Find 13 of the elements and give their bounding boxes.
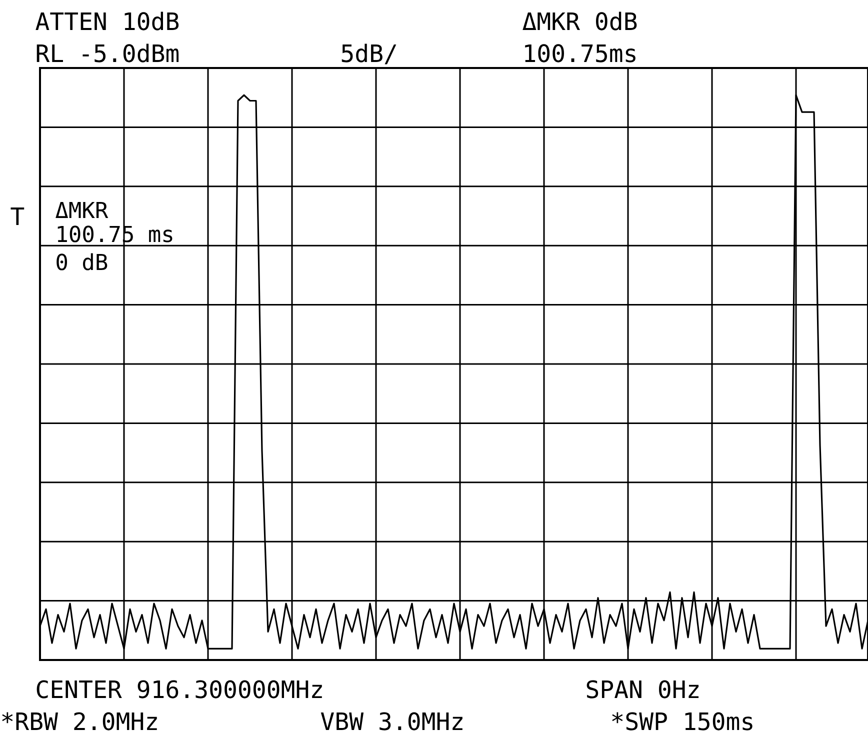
text: *SWP 150ms <box>612 712 752 730</box>
text: ATTEN 10dB <box>36 12 179 30</box>
text: RL -5.0dBm <box>36 44 179 62</box>
text: VBW 3.0MHz <box>320 712 462 730</box>
text: 100.75ms <box>525 44 636 62</box>
text: 5dB/ <box>342 44 396 64</box>
text: SPAN 0Hz <box>586 680 699 698</box>
text: *RBW 2.0MHz <box>2 712 157 730</box>
annotation: 0 dB <box>56 253 108 270</box>
text: T <box>10 207 24 225</box>
text: CENTER 916.300000MHz <box>36 680 322 698</box>
text: ΔMKR 0dB <box>522 12 637 30</box>
annotation: ΔMKR <box>56 202 108 218</box>
